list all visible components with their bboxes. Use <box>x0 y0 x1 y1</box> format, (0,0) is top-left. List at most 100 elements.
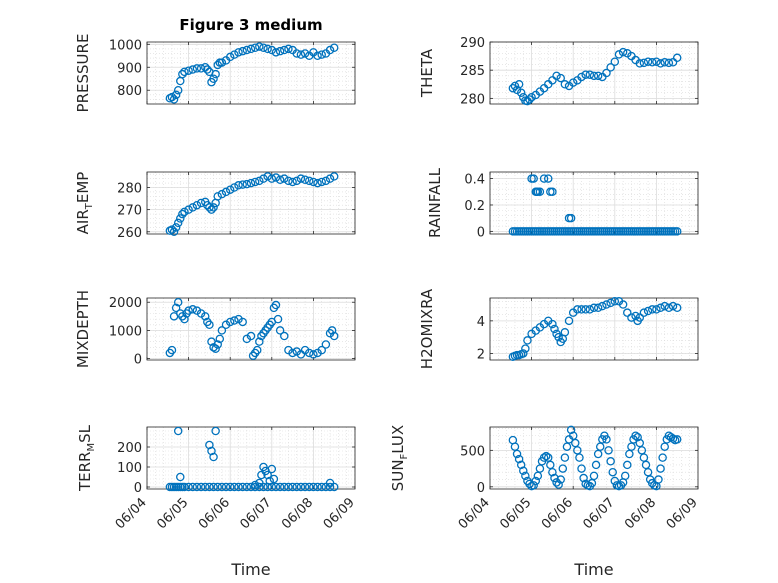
panel-rainfall: 0 0.2 0.4 RAINFALL <box>426 167 699 240</box>
data-point <box>329 331 339 341</box>
y-tick-label: 0 <box>134 353 142 368</box>
data-point <box>581 479 590 489</box>
data-point <box>593 303 603 313</box>
data-point <box>325 174 335 183</box>
data-point <box>209 482 218 492</box>
axes-box <box>489 297 699 361</box>
y-axis-label: THETA <box>418 48 436 98</box>
data-point <box>284 44 293 54</box>
data-point <box>579 473 588 483</box>
data-point <box>672 435 682 444</box>
data-point <box>215 334 225 344</box>
y-axis-label: TERRMSL <box>76 424 97 492</box>
data-point <box>184 66 193 75</box>
data-point <box>178 209 187 219</box>
data-point <box>639 58 649 68</box>
data-point <box>184 482 193 492</box>
data-point <box>188 305 198 314</box>
data-point <box>548 76 557 85</box>
data-point <box>664 58 674 68</box>
data-point <box>300 49 310 58</box>
data-point <box>217 326 227 335</box>
data-point <box>234 181 243 190</box>
data-point <box>527 92 536 102</box>
data-point <box>654 475 663 484</box>
data-point <box>242 482 252 492</box>
data-point <box>568 78 578 87</box>
data-point <box>602 68 611 78</box>
data-point <box>200 63 210 72</box>
data-point <box>238 317 247 327</box>
y-tick-label: 260 <box>117 226 142 241</box>
y-tick-label: 280 <box>117 182 142 197</box>
axes-box <box>146 426 356 490</box>
data-point <box>284 176 293 186</box>
data-point <box>292 176 302 186</box>
data-point <box>531 476 541 486</box>
data-point <box>217 482 227 492</box>
data-point <box>554 332 563 342</box>
data-point <box>263 44 272 54</box>
data-point <box>618 47 628 57</box>
data-point <box>329 172 339 181</box>
data-point <box>519 466 528 476</box>
data-point <box>602 435 611 444</box>
x-axis-label-left: Time <box>230 560 270 579</box>
data-point <box>610 476 620 486</box>
data-point <box>652 305 661 314</box>
data-point <box>169 227 179 237</box>
y-axis-label: PRESSURE <box>74 34 92 113</box>
data-point <box>606 63 615 72</box>
data-point <box>521 344 530 353</box>
y-axis-label: AIRTEMP <box>74 172 95 235</box>
data-point <box>304 176 314 186</box>
data-point <box>180 482 189 492</box>
y-tick-label: 2000 <box>109 296 142 311</box>
data-point <box>217 58 227 67</box>
data-point <box>529 174 538 183</box>
data-point <box>213 482 222 492</box>
data-point <box>614 50 624 59</box>
data-point <box>207 205 216 214</box>
data-point <box>325 482 335 492</box>
data-point <box>213 60 222 70</box>
data-point <box>267 45 277 55</box>
axes-box <box>489 41 699 105</box>
data-point <box>639 308 649 317</box>
data-point <box>514 80 524 89</box>
data-point <box>643 306 653 316</box>
data-point <box>593 71 603 81</box>
data-point <box>672 303 682 313</box>
data-point <box>184 306 193 315</box>
data-point <box>585 305 595 314</box>
data-point <box>255 337 264 346</box>
data-point <box>313 178 322 188</box>
data-point <box>577 464 586 473</box>
data-point <box>288 482 297 492</box>
data-point <box>238 482 247 492</box>
data-point <box>633 432 642 442</box>
data-point <box>292 49 302 58</box>
data-point <box>672 53 682 63</box>
data-point <box>658 453 667 462</box>
data-point <box>577 72 586 82</box>
data-point <box>246 44 256 54</box>
data-point <box>242 179 252 189</box>
data-point <box>539 453 549 462</box>
data-point <box>668 58 678 67</box>
data-point <box>200 482 210 492</box>
y-tick-label: 200 <box>117 441 142 456</box>
data-point <box>259 43 268 52</box>
data-point <box>296 174 306 183</box>
y-axis-label: H2OMIXRA <box>418 288 436 369</box>
data-point <box>200 312 210 321</box>
data-point <box>280 331 289 341</box>
axes-box <box>146 171 356 235</box>
data-point <box>560 80 570 89</box>
data-point <box>180 207 189 217</box>
data-point <box>317 345 326 355</box>
data-point <box>196 64 206 73</box>
data-point <box>523 336 532 345</box>
data-point <box>535 187 545 197</box>
